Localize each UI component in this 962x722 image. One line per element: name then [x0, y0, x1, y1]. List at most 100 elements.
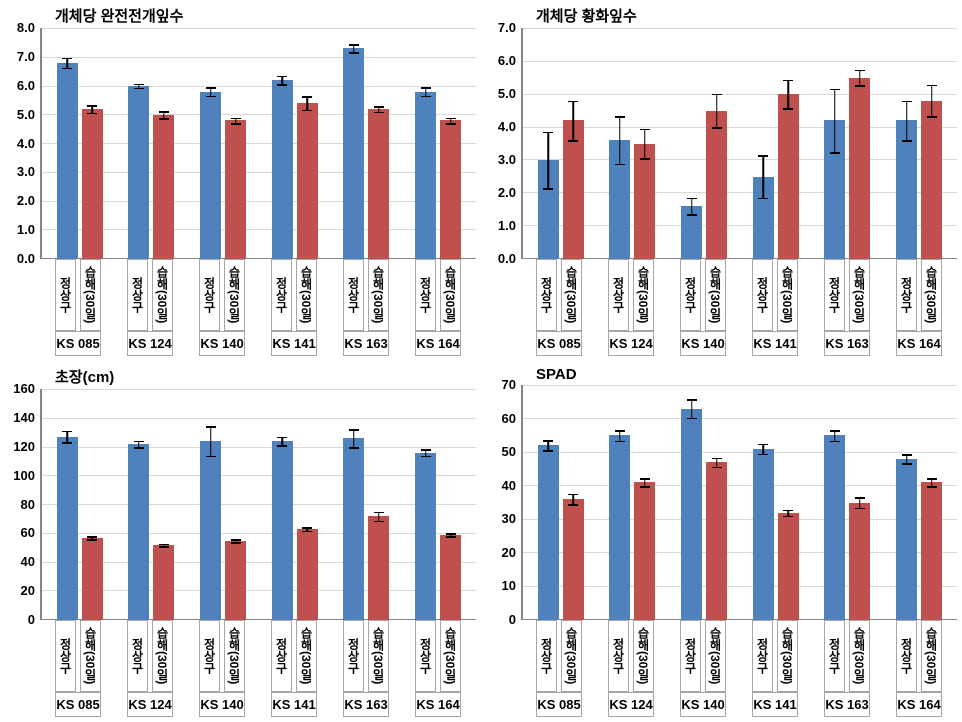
ks-row: KS 085KS 124KS 140KS 141KS 163KS 164 — [40, 331, 476, 356]
bar — [609, 435, 630, 620]
error-bar — [307, 96, 309, 110]
bar-treatment — [225, 389, 246, 620]
error-cap-top — [615, 430, 625, 432]
chart-panel-leaf-count: 개체당 완전전개잎수8.07.06.05.04.03.02.01.00.0정상구… — [5, 5, 476, 356]
error-cap-top — [758, 155, 768, 157]
x-label-pair: 정상구습해(30일) — [55, 259, 101, 331]
error-bar — [353, 429, 355, 447]
error-cap-bottom — [62, 68, 72, 70]
x-label: 습해(30일) — [152, 259, 173, 331]
bar-group — [753, 385, 799, 620]
bar — [200, 441, 221, 620]
bar — [634, 482, 655, 620]
x-label: 습해(30일) — [561, 620, 582, 692]
bar-treatment — [153, 389, 174, 620]
bar — [824, 120, 845, 259]
x-label: 습해(30일) — [224, 620, 245, 692]
bar-treatment — [368, 28, 389, 259]
bar-treatment — [297, 28, 318, 259]
ks-label: KS 124 — [127, 331, 173, 356]
x-label-pair: 정상구습해(30일) — [680, 259, 726, 331]
error-cap-top — [927, 478, 937, 480]
error-cap-bottom — [159, 118, 169, 120]
bar — [824, 435, 845, 620]
error-cap-top — [543, 440, 553, 442]
bar-control — [200, 28, 221, 259]
bar-control — [753, 385, 774, 620]
bar-control — [128, 28, 149, 259]
chart-title: 개체당 황화잎수 — [536, 5, 957, 26]
x-label-pair: 정상구습해(30일) — [680, 620, 726, 692]
x-label: 정상구 — [752, 259, 773, 331]
bar-group — [57, 389, 103, 620]
error-bar — [859, 497, 861, 507]
error-bar — [931, 85, 933, 117]
x-label: 정상구 — [608, 259, 629, 331]
x-labels-row: 정상구습해(30일)정상구습해(30일)정상구습해(30일)정상구습해(30일)… — [40, 620, 476, 692]
bar — [778, 513, 799, 620]
bar — [706, 111, 727, 260]
error-cap-top — [568, 494, 578, 496]
x-labels-row: 정상구습해(30일)정상구습해(30일)정상구습해(30일)정상구습해(30일)… — [40, 259, 476, 331]
x-label: 정상구 — [271, 620, 292, 692]
error-cap-bottom — [615, 164, 625, 166]
x-label: 습해(30일) — [152, 620, 173, 692]
bar-treatment — [634, 28, 655, 259]
error-cap-top — [87, 105, 97, 107]
error-cap-top — [87, 536, 97, 538]
bar-group — [896, 28, 942, 259]
error-cap-top — [302, 96, 312, 98]
x-axis: 정상구습해(30일)정상구습해(30일)정상구습해(30일)정상구습해(30일)… — [40, 620, 476, 692]
bar-control — [57, 389, 78, 620]
error-cap-top — [349, 44, 359, 46]
x-label: 정상구 — [199, 620, 220, 692]
x-label: 정상구 — [199, 259, 220, 331]
bar — [563, 120, 584, 259]
error-cap-bottom — [159, 546, 169, 548]
error-cap-top — [902, 101, 912, 103]
error-cap-top — [830, 430, 840, 432]
bar-group — [272, 389, 318, 620]
bars-row — [523, 28, 957, 259]
bar-group — [200, 28, 246, 259]
bar-treatment — [921, 385, 942, 620]
x-label-pair: 정상구습해(30일) — [896, 259, 942, 331]
error-bar — [691, 198, 693, 215]
ks-label: KS 141 — [752, 331, 798, 356]
error-bar — [716, 94, 718, 128]
error-cap-top — [374, 106, 384, 108]
x-label-pair: 정상구습해(30일) — [271, 259, 317, 331]
ks-row: KS 085KS 124KS 140KS 141KS 163KS 164 — [521, 331, 957, 356]
ks-label: KS 163 — [824, 331, 870, 356]
error-cap-top — [231, 118, 241, 120]
error-cap-top — [302, 527, 312, 529]
error-cap-top — [902, 454, 912, 456]
bar-group — [415, 389, 461, 620]
x-label: 정상구 — [824, 259, 845, 331]
x-label: 정상구 — [271, 259, 292, 331]
bars-container — [521, 28, 957, 259]
bar-treatment — [368, 389, 389, 620]
error-cap-top — [783, 80, 793, 82]
bar-group — [538, 385, 584, 620]
bar-control — [896, 385, 917, 620]
chart-title: 초장(cm) — [55, 366, 476, 387]
x-label-pair: 정상구습해(30일) — [199, 259, 245, 331]
error-cap-bottom — [568, 140, 578, 142]
error-cap-top — [277, 76, 287, 78]
ks-row: KS 085KS 124KS 140KS 141KS 163KS 164 — [521, 692, 957, 717]
bar-group — [415, 28, 461, 259]
bar — [272, 80, 293, 259]
error-cap-bottom — [421, 456, 431, 458]
x-label: 습해(30일) — [849, 259, 870, 331]
bar-group — [343, 389, 389, 620]
x-label: 정상구 — [680, 259, 701, 331]
error-cap-top — [374, 512, 384, 514]
x-label: 습해(30일) — [224, 259, 245, 331]
y-axis: 7.06.05.04.03.02.01.00.0 — [486, 28, 521, 259]
bar-group — [609, 28, 655, 259]
error-cap-bottom — [349, 447, 359, 449]
error-cap-top — [830, 89, 840, 91]
bar — [57, 437, 78, 620]
bars-row — [42, 28, 476, 259]
